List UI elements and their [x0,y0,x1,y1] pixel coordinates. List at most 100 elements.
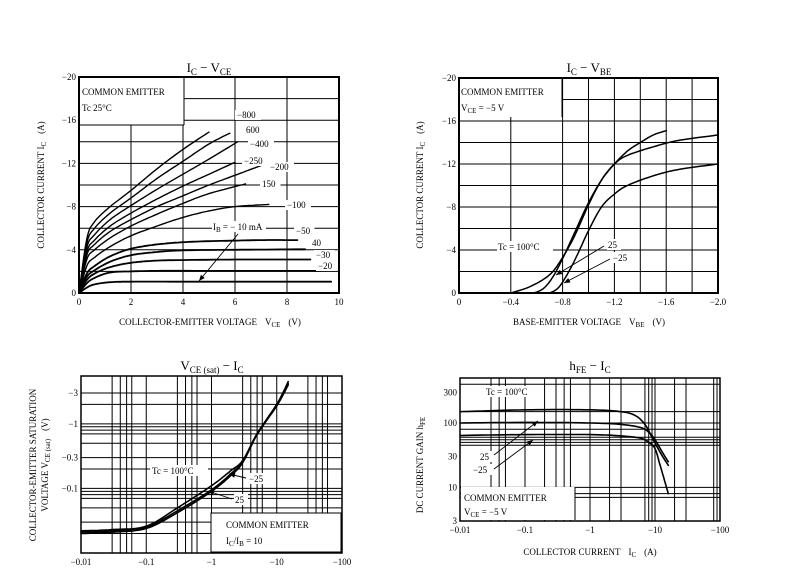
x-tick-label: −0.01 [450,525,471,535]
annotation-box [460,79,562,117]
x-tick-label: −100 [333,557,352,567]
curve-label: −800 [237,110,256,120]
y-tick-label: −8 [446,202,456,212]
x-tick-label: 2 [129,297,134,307]
annotation-common-emitter: COMMON EMITTER [464,493,547,503]
series-line [533,129,667,294]
curve-label: −50 [296,226,311,236]
ib-arrow-head [199,274,205,281]
y-axis-label: COLLECTOR CURRENT IC(A) [415,121,427,248]
curve-label: −20 [318,261,333,271]
series-line [78,239,299,294]
y-tick-label: −4 [446,245,456,255]
x-axis-label: COLLECTOR-EMITTER VOLTAGE VCE (V) [119,317,301,329]
x-tick-label: 4 [181,297,186,307]
y-axis-label: COLLECTOR CURRENT IC(A) [36,121,48,248]
chart-title: IC − VCE [187,60,232,77]
legend-label-bg [484,386,542,397]
plot-frame [78,76,340,294]
y-tick-label: 30 [448,452,458,462]
ib-arrow [198,233,239,282]
legend-label-25c: 25 [235,495,245,505]
curve-label-bg [260,179,281,189]
series-line [78,183,247,294]
ib-label: IB = − 10 mA [213,222,263,234]
annotation-common-emitter: COMMON EMITTER [461,87,544,97]
legend-label-minus25c: −25 [613,253,628,263]
series-group: Tc = 100°C −25 25 [80,380,289,535]
plot-frame [80,375,343,554]
arrow-minus25c [563,258,611,284]
legend-label-bg [612,252,632,263]
y-tick-label: −16 [62,115,77,125]
series-line [78,203,270,294]
curve-label: −100 [287,200,306,210]
x-tick-label: −100 [711,525,730,535]
legend-label-25c: 25 [608,240,618,250]
x-tick-label: 0 [457,297,462,307]
arrow-25c-head [531,421,538,427]
x-axis-label: COLLECTOR CURRENT IC (A) [523,547,656,559]
y-axis-label: DC CURRENT GAIN hFE [415,417,427,513]
y-tick-label: 300 [444,387,458,397]
annotation-vce: VCE = −5 V [461,103,505,115]
x-tick-label: −0.8 [554,297,571,307]
legend-label-100c: Tc = 100°C [486,387,528,397]
chart-title: hFE − IC [569,358,610,375]
series-line [459,408,670,467]
arrow-25c [555,245,605,276]
y-axis-label-line2: VOLTAGE VCE (sat)(V) [40,418,52,511]
y-tick-label: −12 [62,158,76,168]
series-line [78,280,333,294]
arrow-25c-head [208,490,215,496]
tick-labels: 0 2 4 6 8 10 0 −4 −8 −12 −16 −20 [62,72,344,307]
curve-label-bg [248,139,274,149]
y-tick-label: 10 [448,482,458,492]
tick-labels: −0.01 −0.1 −1 −10 −100 3 10 30 100 300 [444,387,730,535]
x-tick-label: −10 [270,557,285,567]
arrow-minus25c-head [526,440,533,446]
chart-title: VCE (sat) − IC [180,358,243,375]
legend-label-bg [479,451,493,462]
series-line [80,384,289,535]
tick-labels: 0 −0.4 −0.8 −1.2 −1.6 −2.0 0 −4 −8 −12 −16 −20 [442,73,727,307]
legend-label-100c: Tc = 100°C [152,466,194,476]
y-axis-label-line1: COLLECTOR-EMITTER SATURATION [28,388,38,541]
legend-label-bg [248,473,270,484]
curve-label-bg [242,156,268,166]
curve-label-bg [268,162,294,172]
y-tick-label: 0 [72,288,77,298]
annotation-ic-ib: IC/IB = 10 [226,536,263,548]
series-line [78,141,239,294]
legend-label-bg [234,494,248,505]
series-line [78,132,231,294]
series-line [78,164,262,294]
curve-label-bg [316,261,337,271]
curve-label-bg [294,226,315,236]
y-tick-label: −3 [68,388,78,398]
x-tick-label: 8 [285,297,290,307]
arrow-25c [493,420,539,456]
x-axis-label: BASE-EMITTER VOLTAGE VBE (V) [513,317,665,329]
plot-frame [459,377,721,522]
x-tick-label: −10 [648,525,663,535]
x-tick-label: −1 [207,557,217,567]
curve-label-bg [244,125,265,135]
curve-label: −30 [316,250,331,260]
curve-label: 600 [246,125,260,135]
series-line [78,258,312,294]
curve-label: 150 [262,179,276,189]
y-tick-label: −1 [68,419,78,429]
y-tick-label: −0.1 [62,483,78,493]
legend-label-minus25c: −25 [249,474,264,484]
legend-label-minus25c: −25 [473,465,488,475]
curve-label-bg [310,238,325,248]
series-line [459,421,670,463]
chart-ic-vbe: IC − VBE Tc = 100°C 25 −25 0 −0.4 −0.8 −1.2 −1… [415,60,727,329]
annotation-box [461,487,575,520]
y-tick-label: 3 [453,516,458,526]
y-tick-label: −16 [442,116,457,126]
arrow-minus25c-head [564,278,571,283]
x-tick-label: −2.0 [710,297,727,307]
